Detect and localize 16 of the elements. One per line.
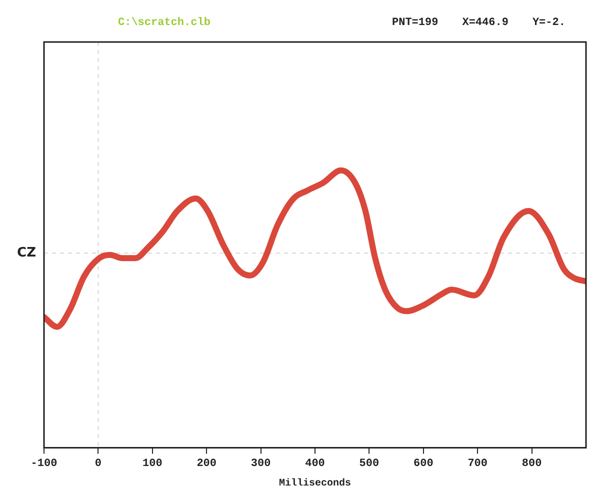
chart-title: C:\scratch.clb — [118, 17, 212, 29]
x-tick-label: 800 — [522, 458, 542, 470]
ref-line-label: CZ — [17, 246, 36, 261]
x-tick-label: -100 — [30, 458, 58, 470]
x-tick-label: 100 — [142, 458, 162, 470]
x-tick-label: 200 — [196, 458, 217, 470]
text: X=446.9 — [462, 17, 508, 29]
x-tick-label: 700 — [468, 458, 488, 470]
x-tick-label: 0 — [94, 458, 102, 470]
x-axis-title: Milliseconds — [278, 478, 352, 490]
x-tick-label: 300 — [250, 458, 271, 470]
text: PNT=199 — [392, 17, 438, 29]
x-tick-label: 600 — [413, 458, 434, 470]
x-tick-label: 500 — [359, 458, 380, 470]
text: Y=-2. — [532, 17, 566, 29]
x-tick-label: 400 — [305, 458, 325, 470]
